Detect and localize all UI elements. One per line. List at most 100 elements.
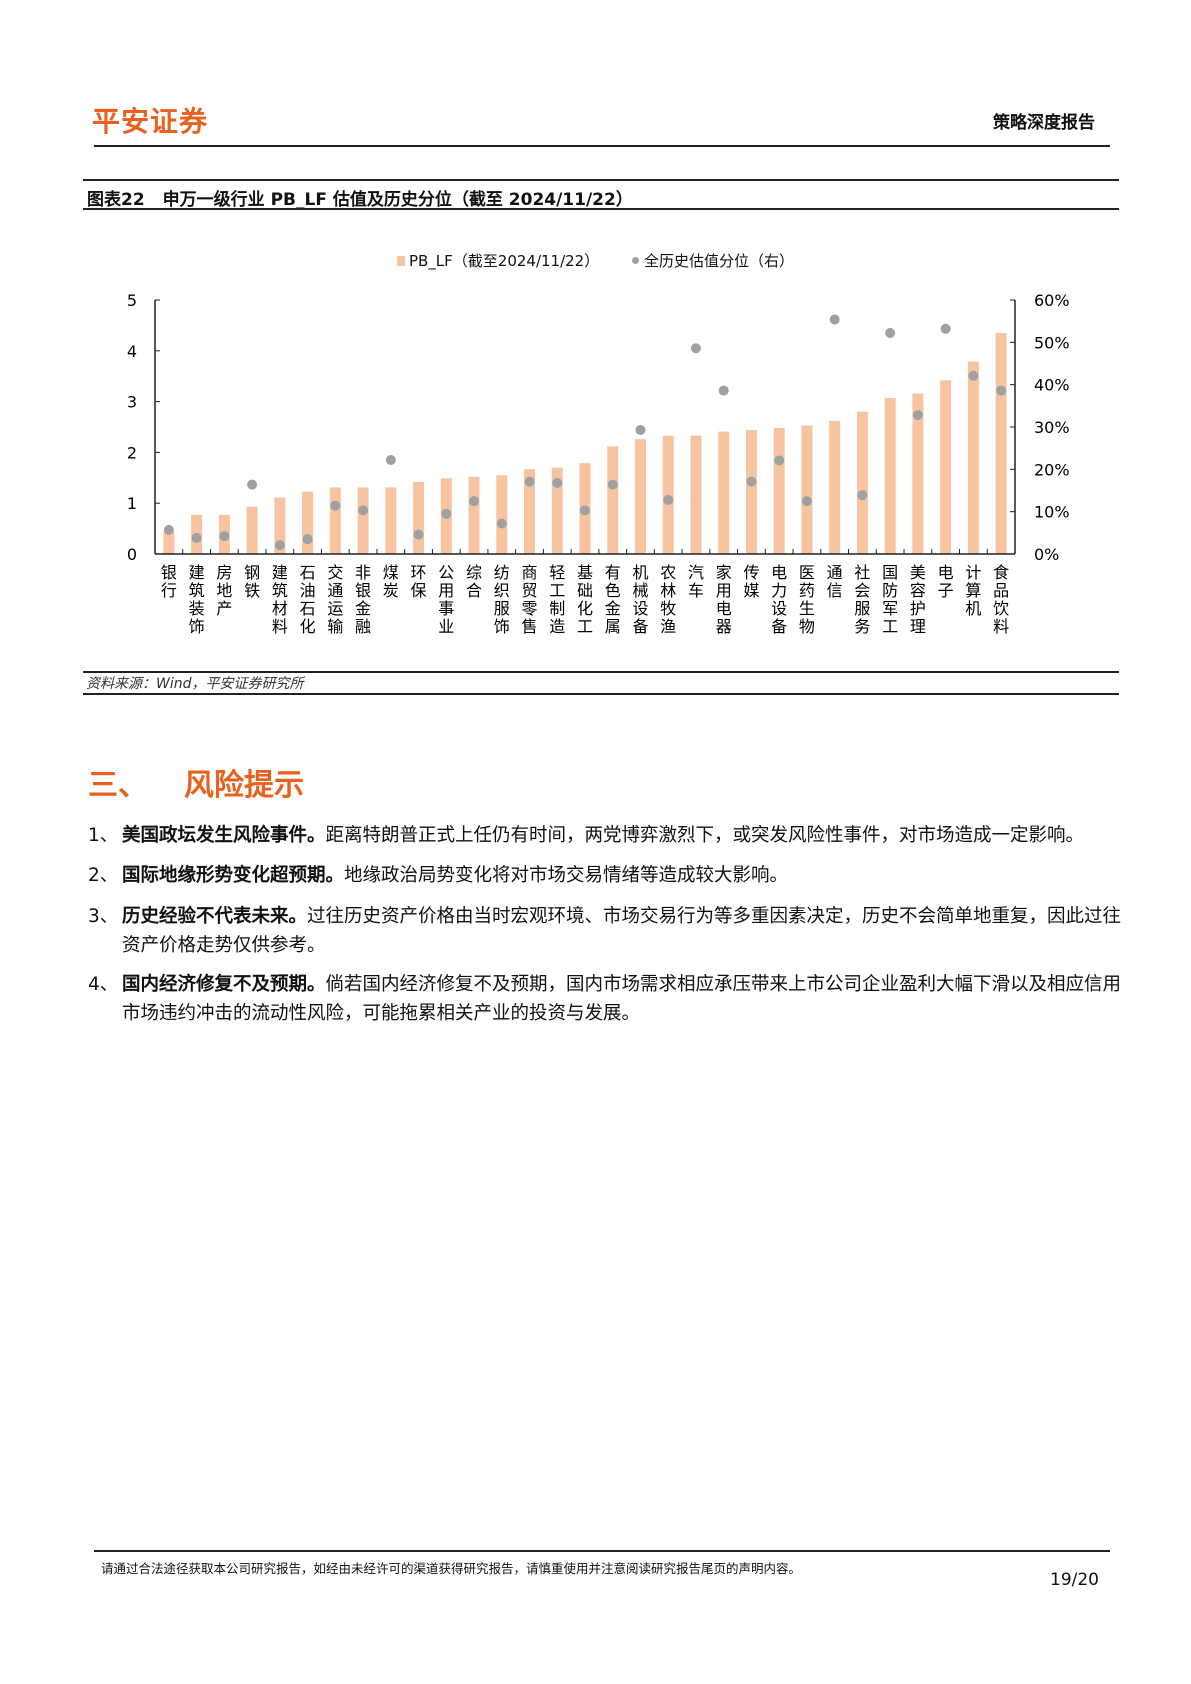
risk-text: 倘若国内经济修复不及预期，国内市场需求相应承压带来上市公司企业盈利大幅下滑以及相… (122, 974, 1122, 1024)
risk-item: 1、 美国政坛发生风险事件。距离特朗普正式上任仍有时间，两党博弈激烈下，或突发风险… (88, 821, 1148, 850)
category-label-家用电器: 家用电器 (716, 563, 732, 636)
dot-计算机 (968, 370, 979, 381)
source-bottom-rule (83, 693, 1119, 695)
bar-煤炭 (385, 487, 397, 554)
left-tick-label: 0 (127, 545, 137, 564)
right-tick-label: 60% (1034, 291, 1070, 310)
category-label-石油石化: 石油石化 (300, 563, 316, 636)
dot-纺织服饰 (496, 518, 507, 529)
legend-dot-swatch (632, 257, 640, 264)
bar-非银金融 (357, 487, 369, 554)
section-heading: 三、 风险提示 (88, 760, 304, 804)
bar-机械设备 (634, 439, 646, 554)
category-label-钢铁: 钢铁 (244, 563, 260, 600)
risk-item: 4、 国内经济修复不及预期。倘若国内经济修复不及预期，国内市场需求相应承压带来上市… (88, 970, 1128, 1028)
category-label-美容护理: 美容护理 (910, 563, 926, 636)
bar-社会服务 (856, 411, 868, 554)
category-label-农林牧渔: 农林牧渔 (660, 563, 676, 636)
category-label-建筑材料: 建筑材料 (272, 563, 288, 636)
risk-heading: 美国政坛发生风险事件。 (122, 825, 326, 846)
section-number: 三、 (88, 768, 148, 803)
category-label-交通运输: 交通运输 (327, 563, 343, 636)
dot-商贸零售 (524, 476, 535, 487)
legend-label-percentile: 全历史估值分位（右） (644, 252, 795, 270)
section-title: 风险提示 (184, 768, 304, 803)
left-tick-label: 2 (127, 443, 137, 462)
bar-汽车 (690, 435, 702, 554)
dot-传媒 (746, 476, 757, 487)
risk-item: 2、 国际地缘形势变化超预期。地缘政治局势变化将对市场交易情绪等造成较大影响。 (88, 861, 1148, 890)
dot-机械设备 (635, 424, 646, 435)
figure-top-rule (83, 179, 1119, 181)
dot-非银金融 (358, 505, 369, 516)
category-label-医药生物: 医药生物 (799, 563, 815, 636)
risk-number: 4、 (88, 974, 119, 995)
category-label-房地产: 房地产 (216, 563, 232, 618)
legend-bar-swatch (396, 256, 405, 266)
figure-title: 图表22 申万一级行业 PB_LF 估值及历史分位（截至 2024/11/22） (87, 185, 633, 210)
category-label-电子: 电子 (938, 563, 954, 600)
pb-valuation-chart: 0123450%10%20%30%40%50%60%银行建筑装饰房地产钢铁建筑材… (127, 291, 1070, 636)
dot-美容护理 (912, 410, 923, 421)
bar-环保 (413, 481, 425, 554)
dot-家用电器 (718, 385, 729, 396)
bar-石油石化 (302, 491, 314, 554)
dot-房地产 (219, 531, 230, 542)
bar-钢铁 (246, 506, 258, 554)
dot-轻工制造 (552, 477, 563, 488)
category-label-公用事业: 公用事业 (438, 563, 454, 636)
dot-基础化工 (580, 505, 590, 516)
left-tick-label: 3 (127, 393, 137, 412)
category-label-有色金属: 有色金属 (605, 563, 621, 636)
report-type: 策略深度报告 (993, 113, 1095, 133)
risk-number: 3、 (88, 906, 119, 927)
category-label-环保: 环保 (411, 563, 427, 600)
dot-钢铁 (247, 479, 258, 490)
chart-legend: PB_LF（截至2024/11/22） 全历史估值分位（右） (0, 250, 1191, 271)
category-label-食品饮料: 食品饮料 (993, 563, 1009, 636)
category-label-建筑装饰: 建筑装饰 (189, 563, 205, 636)
dot-电力设备 (774, 455, 785, 466)
company-logo: 平安证券 (92, 105, 209, 138)
right-tick-label: 40% (1034, 376, 1070, 395)
dot-公用事业 (441, 508, 452, 519)
risk-item: 3、 历史经验不代表未来。过往历史资产价格由当时宏观环境、市场交易行为等多重因素决… (88, 902, 1128, 960)
bar-计算机 (967, 361, 979, 554)
dot-环保 (413, 529, 424, 540)
bar-医药生物 (801, 425, 813, 554)
category-label-传媒: 传媒 (743, 563, 759, 600)
category-label-汽车: 汽车 (688, 563, 704, 600)
right-tick-label: 10% (1034, 503, 1070, 522)
bar-交通运输 (329, 487, 341, 554)
bar-有色金属 (607, 446, 619, 554)
right-tick-label: 0% (1034, 545, 1059, 564)
category-label-电力设备: 电力设备 (771, 563, 787, 636)
bar-轻工制造 (551, 467, 563, 554)
page-number: 19/20 (1050, 1570, 1099, 1590)
dot-食品饮料 (996, 385, 1007, 396)
header-divider (94, 145, 1110, 147)
risk-heading: 历史经验不代表未来。 (122, 906, 308, 927)
bar-食品饮料 (995, 333, 1007, 554)
dot-煤炭 (385, 455, 396, 466)
category-label-国防军工: 国防军工 (882, 563, 898, 636)
figure-title-rule (83, 208, 1119, 210)
bar-综合 (468, 476, 480, 554)
category-label-纺织服饰: 纺织服饰 (494, 563, 510, 636)
category-label-计算机: 计算机 (965, 563, 981, 618)
category-label-煤炭: 煤炭 (383, 563, 399, 600)
footer-disclaimer: 请通过合法途径获取本公司研究报告，如经由未经许可的渠道获得研究报告，请慎重使用并… (101, 1561, 802, 1576)
dot-建筑装饰 (191, 532, 202, 543)
category-label-轻工制造: 轻工制造 (549, 563, 565, 636)
category-label-银行: 银行 (161, 563, 177, 600)
left-tick-label: 4 (127, 342, 137, 361)
legend-label-pb: PB_LF（截至2024/11/22） (408, 252, 600, 270)
dot-社会服务 (857, 490, 868, 501)
dot-石油石化 (302, 534, 313, 545)
dot-汽车 (690, 343, 701, 354)
figure-source: 资料来源：Wind，平安证券研究所 (86, 676, 304, 692)
risk-number: 1、 (88, 825, 119, 846)
bar-银行 (163, 531, 175, 554)
dot-交通运输 (330, 500, 341, 511)
dot-通信 (829, 314, 840, 325)
